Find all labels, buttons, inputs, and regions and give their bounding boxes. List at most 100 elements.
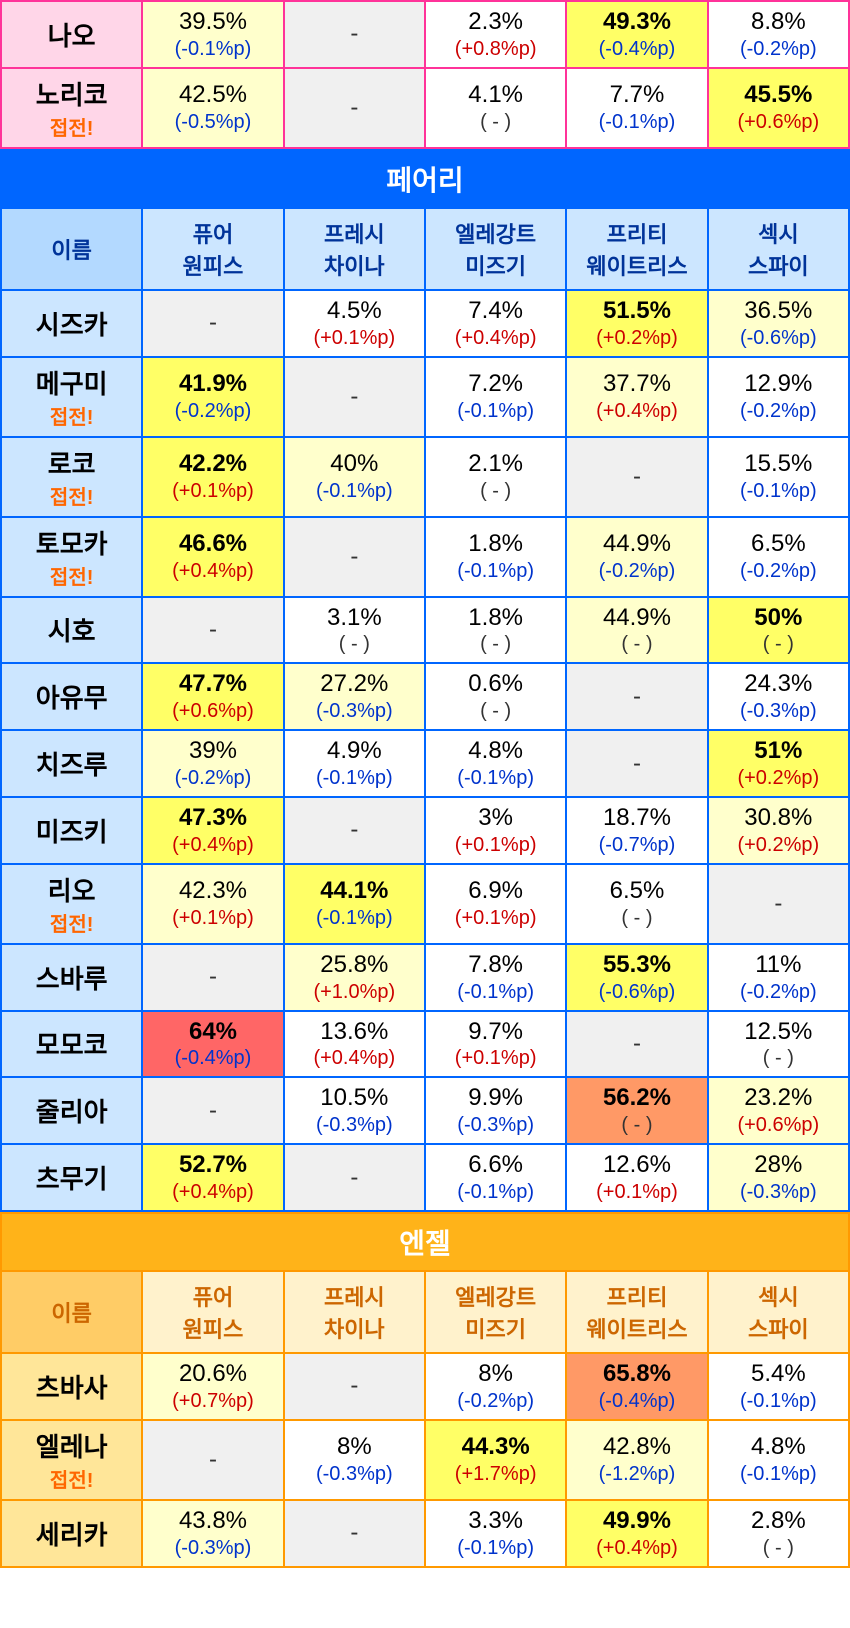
- dash: -: [350, 94, 358, 121]
- percentage: 8.8%: [711, 8, 846, 37]
- delta: (+0.8%p): [428, 37, 563, 61]
- data-cell: 49.9%(+0.4%p): [566, 1500, 707, 1567]
- character-name: 아유무: [4, 678, 139, 715]
- delta: (-0.3%p): [287, 1113, 422, 1137]
- delta: (+1.0%p): [287, 980, 422, 1004]
- percentage: 20.6%: [145, 1360, 280, 1389]
- percentage: 39%: [145, 737, 280, 766]
- delta: (-0.1%p): [287, 479, 422, 503]
- percentage: 45.5%: [711, 81, 846, 110]
- percentage: 3.3%: [428, 1507, 563, 1536]
- data-cell: 30.8%(+0.2%p): [708, 797, 849, 864]
- percentage: 56.2%: [569, 1084, 704, 1113]
- delta: (-0.1%p): [428, 766, 563, 790]
- percentage: 15.5%: [711, 450, 846, 479]
- percentage: 24.3%: [711, 670, 846, 699]
- row-name: 시호: [1, 597, 142, 664]
- percentage: 7.2%: [428, 370, 563, 399]
- delta: (-0.2%p): [569, 559, 704, 583]
- data-cell: 55.3%(-0.6%p): [566, 944, 707, 1011]
- data-cell: 9.9%(-0.3%p): [425, 1077, 566, 1144]
- percentage: 4.8%: [428, 737, 563, 766]
- data-cell: 4.9%(-0.1%p): [284, 730, 425, 797]
- dash: -: [209, 1097, 217, 1124]
- row-name: 스바루: [1, 944, 142, 1011]
- delta: (-0.2%p): [711, 980, 846, 1004]
- data-cell: 47.3%(+0.4%p): [142, 797, 283, 864]
- percentage: 5.4%: [711, 1360, 846, 1389]
- percentage: 40%: [287, 450, 422, 479]
- percentage: 25.8%: [287, 951, 422, 980]
- percentage: 6.5%: [711, 530, 846, 559]
- row-name: 로코접전!: [1, 437, 142, 517]
- close-badge: 접전!: [4, 1464, 139, 1493]
- data-cell: 42.2%(+0.1%p): [142, 437, 283, 517]
- data-cell: -: [142, 1077, 283, 1144]
- percentage: 36.5%: [711, 297, 846, 326]
- delta: (-0.1%p): [428, 980, 563, 1004]
- table-row: 로코접전!42.2%(+0.1%p)40%(-0.1%p)2.1%( - )-1…: [1, 437, 849, 517]
- percentage: 11%: [711, 951, 846, 980]
- column-header: 섹시스파이: [708, 1271, 849, 1353]
- character-name: 시호: [4, 611, 139, 648]
- data-cell: 42.8%(-1.2%p): [566, 1420, 707, 1500]
- data-cell: -: [142, 1420, 283, 1500]
- percentage: 3.1%: [287, 604, 422, 633]
- section-title: 페어리: [1, 150, 849, 208]
- character-name: 리오: [4, 871, 139, 908]
- percentage: 42.2%: [145, 450, 280, 479]
- data-cell: 20.6%(+0.7%p): [142, 1353, 283, 1420]
- delta: (-0.1%p): [287, 906, 422, 930]
- data-cell: 0.6%( - ): [425, 663, 566, 730]
- character-name: 시즈카: [4, 305, 139, 342]
- data-cell: -: [284, 68, 425, 148]
- row-name: 노리코접전!: [1, 68, 142, 148]
- data-cell: 8.8%(-0.2%p): [708, 1, 849, 68]
- delta: (-0.3%p): [711, 1180, 846, 1204]
- row-name: 시즈카: [1, 290, 142, 357]
- percentage: 47.3%: [145, 804, 280, 833]
- percentage: 30.8%: [711, 804, 846, 833]
- percentage: 2.8%: [711, 1507, 846, 1536]
- data-cell: 1.8%(-0.1%p): [425, 517, 566, 597]
- data-cell: 7.2%(-0.1%p): [425, 357, 566, 437]
- percentage: 4.9%: [287, 737, 422, 766]
- character-name: 스바루: [4, 959, 139, 996]
- delta: (-0.7%p): [569, 833, 704, 857]
- data-cell: 49.3%(-0.4%p): [566, 1, 707, 68]
- dash: -: [350, 543, 358, 570]
- delta: ( - ): [711, 632, 846, 656]
- data-cell: 51%(+0.2%p): [708, 730, 849, 797]
- data-cell: 27.2%(-0.3%p): [284, 663, 425, 730]
- data-cell: 50%( - ): [708, 597, 849, 664]
- delta: ( - ): [569, 906, 704, 930]
- delta: ( - ): [287, 632, 422, 656]
- table-row: 메구미접전!41.9%(-0.2%p)-7.2%(-0.1%p)37.7%(+0…: [1, 357, 849, 437]
- percentage: 52.7%: [145, 1151, 280, 1180]
- percentage: 44.9%: [569, 604, 704, 633]
- delta: (+0.1%p): [145, 479, 280, 503]
- percentage: 9.9%: [428, 1084, 563, 1113]
- table-row: 시즈카-4.5%(+0.1%p)7.4%(+0.4%p)51.5%(+0.2%p…: [1, 290, 849, 357]
- data-cell: 44.1%(-0.1%p): [284, 864, 425, 944]
- data-cell: 3.3%(-0.1%p): [425, 1500, 566, 1567]
- data-cell: 39%(-0.2%p): [142, 730, 283, 797]
- close-badge: 접전!: [4, 561, 139, 590]
- row-name: 리오접전!: [1, 864, 142, 944]
- percentage: 2.1%: [428, 450, 563, 479]
- delta: ( - ): [428, 110, 563, 134]
- data-cell: 6.5%( - ): [566, 864, 707, 944]
- delta: (-0.3%p): [711, 699, 846, 723]
- data-cell: 1.8%( - ): [425, 597, 566, 664]
- data-cell: 39.5%(-0.1%p): [142, 1, 283, 68]
- data-cell: 2.1%( - ): [425, 437, 566, 517]
- data-cell: 44.9%( - ): [566, 597, 707, 664]
- percentage: 3%: [428, 804, 563, 833]
- row-name: 메구미접전!: [1, 357, 142, 437]
- data-cell: 8%(-0.3%p): [284, 1420, 425, 1500]
- character-name: 로코: [4, 444, 139, 481]
- percentage: 42.5%: [145, 81, 280, 110]
- data-cell: 12.5%( - ): [708, 1011, 849, 1078]
- percentage: 51%: [711, 737, 846, 766]
- row-name: 엘레나접전!: [1, 1420, 142, 1500]
